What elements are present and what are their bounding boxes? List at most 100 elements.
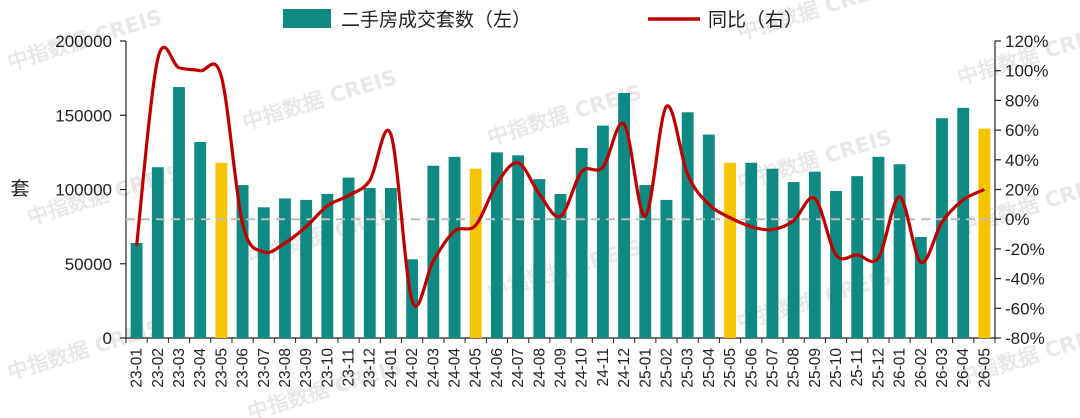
x-tick-label: 25-03 bbox=[680, 348, 697, 388]
bar-26-05 bbox=[978, 128, 991, 338]
bar-26-04 bbox=[957, 107, 970, 338]
y-right-tick-label: 120% bbox=[1005, 32, 1048, 51]
x-tick-label: 24-03 bbox=[425, 348, 442, 388]
y-right-tick-label: -20% bbox=[1005, 240, 1045, 259]
x-tick-label: 24-07 bbox=[510, 348, 527, 388]
y-right-tick-label: 40% bbox=[1005, 151, 1039, 170]
bar-23-03 bbox=[173, 87, 185, 338]
y-right-tick-label: -60% bbox=[1005, 299, 1045, 318]
bar-25-06 bbox=[745, 162, 758, 338]
bar-24-12 bbox=[618, 92, 631, 338]
x-tick-label: 23-04 bbox=[192, 348, 209, 388]
x-tick-label: 25-01 bbox=[637, 348, 654, 388]
x-tick-label: 25-02 bbox=[658, 348, 675, 388]
x-tick-label: 26-01 bbox=[892, 348, 909, 388]
bar-23-12 bbox=[363, 188, 376, 338]
x-tick-label: 23-05 bbox=[213, 348, 230, 388]
bar-24-11 bbox=[596, 125, 609, 339]
legend: 二手房成交套数（左） 同比（右） bbox=[283, 9, 803, 31]
x-tick-label: 24-10 bbox=[574, 348, 591, 388]
bar-25-03 bbox=[681, 112, 694, 338]
x-tick-label: 23-06 bbox=[235, 348, 252, 388]
bar-24-04 bbox=[448, 156, 461, 338]
x-tick-label: 23-11 bbox=[341, 348, 358, 387]
bar-25-05 bbox=[724, 162, 736, 338]
x-tick-label: 25-06 bbox=[743, 348, 760, 388]
x-tick-label: 24-09 bbox=[553, 348, 570, 388]
x-tick-label: 23-03 bbox=[171, 348, 188, 388]
bar-25-01 bbox=[639, 185, 652, 338]
bar-25-11 bbox=[851, 176, 864, 338]
bar-24-07 bbox=[512, 155, 525, 338]
x-tick-label: 26-05 bbox=[976, 348, 993, 388]
x-tick-label: 25-12 bbox=[870, 348, 887, 388]
bar-23-11 bbox=[342, 177, 355, 338]
y-left-tick-label: 200000 bbox=[55, 32, 112, 51]
bar-25-02 bbox=[660, 199, 673, 338]
axes: 0 50000 100000 150000 200000 -80% -60% -40% -20%… bbox=[10, 32, 1048, 348]
x-tick-label: 24-02 bbox=[404, 348, 421, 388]
y-axis-label: 套 bbox=[10, 178, 29, 200]
watermark-text: 中指数据 CREIS bbox=[239, 65, 399, 135]
bar-24-09 bbox=[554, 193, 567, 338]
bar-26-03 bbox=[936, 118, 948, 338]
bar-23-01 bbox=[130, 242, 143, 338]
bar-25-12 bbox=[872, 156, 885, 338]
x-tick-label: 25-11 bbox=[849, 348, 866, 387]
bar-24-05 bbox=[469, 168, 482, 338]
bar-series bbox=[130, 87, 991, 339]
y-right-tick-label: 100% bbox=[1005, 62, 1048, 81]
bar-24-01 bbox=[385, 188, 397, 338]
bar-23-10 bbox=[321, 193, 334, 338]
x-tick-label: 23-07 bbox=[256, 348, 273, 388]
x-tick-label: 25-04 bbox=[701, 348, 718, 388]
bar-23-06 bbox=[236, 185, 249, 338]
x-tick-label: 26-04 bbox=[955, 348, 972, 388]
x-tick-label: 24-04 bbox=[447, 348, 464, 388]
bar-23-05 bbox=[215, 162, 228, 338]
y-left-tick-label: 150000 bbox=[55, 106, 112, 125]
x-tick-label: 26-02 bbox=[913, 348, 930, 388]
x-tick-labels: 23-01 23-02 23-03 23-04 23-05 23-06 23-07 23-08… bbox=[129, 348, 994, 388]
x-tick-label: 24-11 bbox=[595, 348, 612, 387]
y-left-tick-label: 50000 bbox=[65, 255, 112, 274]
x-tick-label: 24-12 bbox=[616, 348, 633, 388]
x-tick-label: 25-07 bbox=[764, 348, 781, 388]
bar-24-03 bbox=[427, 165, 440, 338]
x-tick-label: 25-10 bbox=[828, 348, 845, 388]
x-tick-label: 24-06 bbox=[489, 348, 506, 388]
bar-23-07 bbox=[257, 207, 270, 338]
x-tick-label: 26-03 bbox=[934, 348, 951, 388]
x-tick-label: 24-05 bbox=[468, 348, 485, 388]
x-tick-label: 24-01 bbox=[383, 348, 400, 388]
x-tick-label: 25-08 bbox=[786, 348, 803, 388]
x-tick-label: 24-08 bbox=[531, 348, 548, 388]
x-tick-label: 23-10 bbox=[319, 348, 336, 388]
x-tick-label: 25-05 bbox=[722, 348, 739, 388]
bar-25-08 bbox=[787, 182, 800, 338]
bar-24-08 bbox=[533, 179, 546, 338]
y-right-tick-label: 60% bbox=[1005, 121, 1039, 140]
bar-25-09 bbox=[808, 171, 821, 338]
y-right-tick-label: 80% bbox=[1005, 91, 1039, 110]
y-right-tick-label: 0% bbox=[1005, 210, 1030, 229]
bar-25-04 bbox=[702, 134, 715, 338]
x-tick-label: 23-09 bbox=[298, 348, 315, 388]
bar-26-02 bbox=[914, 237, 927, 338]
bar-24-10 bbox=[575, 147, 588, 338]
bar-26-01 bbox=[893, 164, 906, 338]
legend-line-label: 同比（右） bbox=[708, 9, 803, 31]
x-tick-label: 23-02 bbox=[150, 348, 167, 388]
bar-24-06 bbox=[490, 152, 503, 338]
y-left-tick-label: 100000 bbox=[55, 181, 112, 200]
x-tick-label: 25-09 bbox=[807, 348, 824, 388]
y-right-tick-label: 20% bbox=[1005, 181, 1039, 200]
legend-bar-swatch bbox=[283, 9, 331, 28]
y-right-tick-label: -80% bbox=[1005, 329, 1045, 348]
y-right-tick-label: -40% bbox=[1005, 270, 1045, 289]
bar-25-10 bbox=[830, 190, 842, 338]
bar-23-02 bbox=[151, 167, 164, 338]
y-left-tick-label: 0 bbox=[103, 329, 112, 348]
x-tick-label: 23-01 bbox=[129, 348, 146, 388]
